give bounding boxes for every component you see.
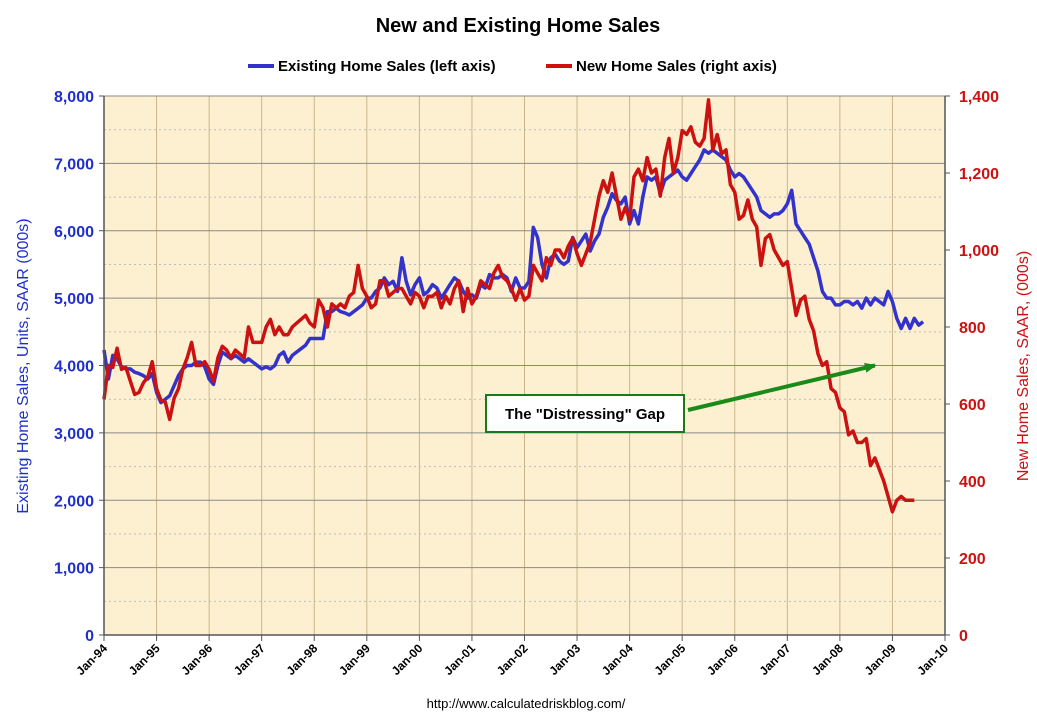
x-tick-label: Jan-96 (178, 641, 215, 678)
x-tick-label: Jan-98 (284, 641, 321, 678)
source-text: http://www.calculatedriskblog.com/ (427, 696, 626, 711)
left-tick-label: 2,000 (54, 493, 94, 510)
x-tick-label: Jan-10 (914, 641, 951, 678)
annotation: The "Distressing" Gap (485, 362, 877, 433)
left-tick-label: 4,000 (54, 359, 94, 376)
right-tick-label: 1,200 (959, 166, 999, 183)
x-tick-label: Jan-09 (862, 641, 899, 678)
right-tick-label: 200 (959, 551, 986, 568)
legend: Existing Home Sales (left axis) New Home… (248, 58, 777, 75)
left-tick-label: 3,000 (54, 426, 94, 443)
right-tick-label: 1,000 (959, 243, 999, 260)
right-tick-label: 400 (959, 474, 986, 491)
x-tick-label: Jan-05 (652, 641, 689, 678)
legend-label-existing: Existing Home Sales (left axis) (278, 58, 496, 75)
x-tick-label: Jan-08 (809, 641, 846, 678)
left-tick-label: 7,000 (54, 156, 94, 173)
x-tick-label: Jan-97 (231, 641, 268, 678)
left-axis-label: Existing Home Sales, Units, SAAR (000s) (15, 218, 32, 513)
x-tick-label: Jan-02 (494, 641, 531, 678)
left-tick-label: 5,000 (54, 291, 94, 308)
right-tick-label: 0 (959, 628, 968, 645)
new-home-sales-line (102, 98, 915, 514)
left-tick-label: 8,000 (54, 89, 94, 106)
x-tick-label: Jan-06 (704, 641, 741, 678)
x-tick-label: Jan-95 (126, 641, 163, 678)
x-tick-label: Jan-99 (336, 641, 373, 678)
existing-home-sales-line (102, 148, 925, 405)
x-tick-label: Jan-07 (757, 641, 794, 678)
chart-title: New and Existing Home Sales (376, 15, 661, 37)
left-tick-label: 1,000 (54, 561, 94, 578)
left-tick-label: 0 (85, 628, 94, 645)
right-tick-label: 600 (959, 397, 986, 414)
x-tick-label: Jan-94 (73, 641, 110, 678)
right-tick-label: 800 (959, 320, 986, 337)
right-axis-label: New Home Sales, SAAR, (000s) (1015, 251, 1032, 481)
x-tick-label: Jan-00 (389, 641, 426, 678)
annotation-arrow (687, 362, 877, 412)
x-tick-label: Jan-03 (546, 641, 583, 678)
legend-label-new: New Home Sales (right axis) (576, 58, 777, 75)
x-tick-label: Jan-04 (599, 641, 636, 678)
right-tick-label: 1,400 (959, 89, 999, 106)
annotation-text: The "Distressing" Gap (505, 406, 665, 423)
series-lines (102, 98, 925, 514)
left-tick-label: 6,000 (54, 224, 94, 241)
annotation-box (485, 394, 685, 433)
x-tick-label: Jan-01 (441, 641, 478, 678)
